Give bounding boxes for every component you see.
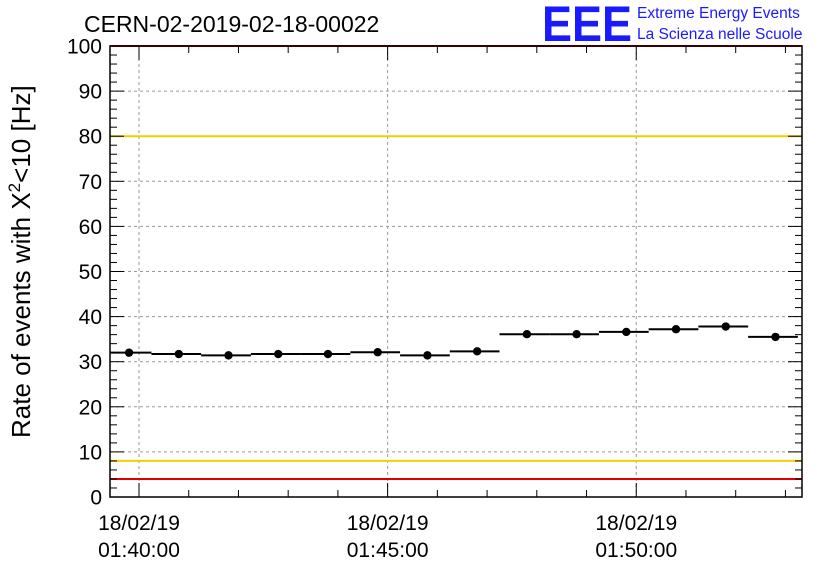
eee-logo-line2: La Scienza nelle Scuole [637, 26, 802, 43]
y-tick-label: 0 [90, 487, 102, 510]
data-point [572, 329, 581, 339]
eee-logo-mark: EEE [542, 0, 632, 52]
y-tick-label: 30 [79, 351, 102, 374]
data-point [274, 349, 283, 359]
data-point [323, 349, 333, 359]
y-tick-label: 60 [79, 216, 102, 239]
data-point [721, 322, 730, 331]
eee-logo: EEE Extreme Energy Events La Scienza nel… [542, 0, 802, 52]
data-point [224, 351, 233, 360]
tick-labels: 0 10 20 30 40 50 60 70 80 90 100 18/02/19 01:40:00 18… [67, 36, 677, 563]
reference-lines [110, 45, 802, 480]
x-tick-time-label: 01:40:00 [98, 539, 180, 562]
x-tick-time-label: 01:45:00 [347, 539, 429, 562]
y-tick-label: 100 [67, 36, 102, 59]
eee-logo-line1: Extreme Energy Events [637, 5, 800, 22]
data-point [522, 329, 532, 339]
data-point [124, 348, 134, 357]
data-points [110, 322, 798, 360]
data-point [423, 351, 432, 360]
x-tick-date-label: 18/02/19 [347, 512, 429, 535]
data-point [472, 347, 482, 356]
data-point [622, 327, 631, 337]
y-tick-label: 90 [79, 81, 102, 104]
data-point [671, 325, 681, 334]
grid [110, 46, 802, 497]
y-tick-label: 20 [79, 396, 102, 419]
y-tick-label: 70 [79, 171, 102, 194]
x-tick-date-label: 18/02/19 [595, 512, 677, 535]
axes [109, 45, 803, 498]
data-point [373, 348, 382, 357]
data-point [771, 332, 780, 342]
x-tick-time-label: 01:50:00 [595, 539, 677, 562]
y-axis-label-main: Rate of events with X [6, 192, 36, 438]
chart-title: CERN-02-2019-02-18-00022 [84, 11, 379, 37]
y-axis-label-tail: <10 [Hz] [6, 85, 36, 183]
y-tick-label: 10 [79, 441, 102, 464]
y-axis-label-superscript: 2 [5, 183, 24, 192]
y-tick-label: 50 [79, 261, 102, 284]
y-tick-label: 40 [79, 306, 102, 329]
y-tick-label: 80 [79, 126, 102, 149]
y-axis-label: Rate of events with X2<10 [Hz] [5, 85, 36, 438]
x-tick-date-label: 18/02/19 [98, 512, 180, 535]
data-point [174, 349, 183, 359]
